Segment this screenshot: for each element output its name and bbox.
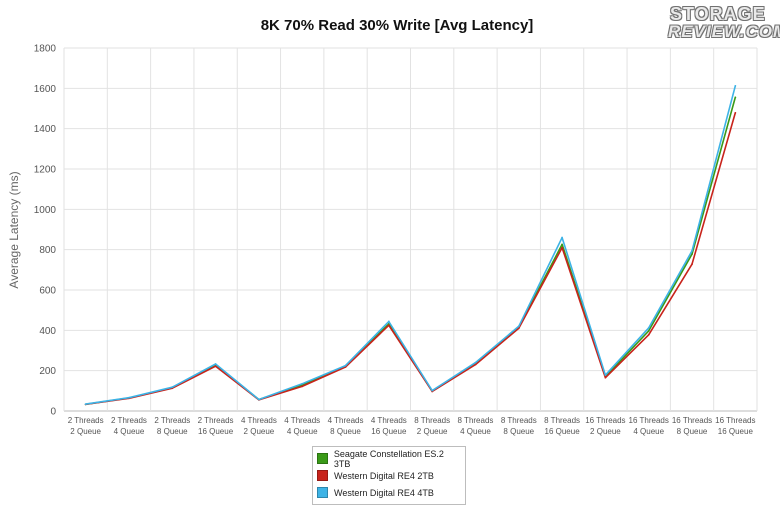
chart-legend: Seagate Constellation ES.2 3TB Western D… xyxy=(312,446,466,505)
x-tick-label-queue: 2 Queue xyxy=(244,427,275,436)
x-tick-label-queue: 4 Queue xyxy=(114,427,145,436)
x-tick-label-queue: 16 Queue xyxy=(198,427,234,436)
y-tick-label: 1600 xyxy=(34,84,57,95)
series-lines xyxy=(84,85,737,406)
data-point xyxy=(214,363,217,365)
data-point xyxy=(171,386,174,389)
data-point xyxy=(691,253,693,256)
x-tick-label-threads: 16 Threads xyxy=(585,416,625,425)
data-point xyxy=(474,363,477,366)
x-tick-label-threads: 2 Threads xyxy=(111,416,147,425)
x-tick-label-threads: 8 Threads xyxy=(414,416,450,425)
legend-item-wd-re4-2tb: Western Digital RE4 2TB xyxy=(317,467,461,484)
data-point xyxy=(387,320,390,323)
x-tick-label-queue: 2 Queue xyxy=(417,427,448,436)
x-tick-label-threads: 4 Threads xyxy=(241,416,277,425)
data-point xyxy=(647,333,650,336)
x-tick-label-threads: 16 Threads xyxy=(672,416,712,425)
data-point xyxy=(691,249,693,252)
series-line-2 xyxy=(84,85,737,405)
y-tick-label: 1200 xyxy=(34,165,57,176)
data-point xyxy=(734,112,737,114)
x-tick-label-queue: 8 Queue xyxy=(677,427,708,436)
data-point xyxy=(258,398,260,401)
x-tick-label-threads: 16 Threads xyxy=(629,416,669,425)
x-tick-label-threads: 2 Threads xyxy=(68,416,104,425)
data-point xyxy=(387,324,390,327)
x-tick-label-threads: 4 Threads xyxy=(328,416,364,425)
x-tick-label-queue: 8 Queue xyxy=(503,427,534,436)
legend-label: Western Digital RE4 2TB xyxy=(334,470,434,481)
gridlines xyxy=(63,47,758,412)
x-tick-label-queue: 16 Queue xyxy=(545,427,581,436)
x-tick-label-threads: 4 Threads xyxy=(284,416,320,425)
x-tick-label-queue: 8 Queue xyxy=(330,427,361,436)
x-tick-label-queue: 8 Queue xyxy=(157,427,188,436)
data-point xyxy=(84,403,87,406)
data-point xyxy=(647,327,650,329)
data-point xyxy=(517,327,520,330)
data-point xyxy=(474,361,477,364)
y-tick-label: 400 xyxy=(39,326,56,337)
y-axis-label: Average Latency (ms) xyxy=(7,171,21,288)
x-tick-label-threads: 16 Threads xyxy=(715,416,755,425)
y-tick-label: 1800 xyxy=(34,44,57,55)
x-tick-label-queue: 4 Queue xyxy=(633,427,664,436)
legend-swatch xyxy=(317,453,328,464)
data-point xyxy=(214,365,217,368)
y-tick-label: 200 xyxy=(39,366,56,377)
data-point xyxy=(517,325,520,328)
y-tick-label: 1000 xyxy=(34,205,57,216)
data-point xyxy=(604,374,607,377)
legend-item-seagate-es2-3tb: Seagate Constellation ES.2 3TB xyxy=(317,448,461,469)
data-point xyxy=(734,85,737,87)
logo-line-2: REVIEW.COM xyxy=(668,22,780,41)
legend-label: Western Digital RE4 4TB xyxy=(334,487,434,498)
data-point xyxy=(301,382,304,385)
storagereview-logo: STORAGE REVIEW.COM xyxy=(664,4,780,44)
data-point xyxy=(647,330,650,332)
x-tick-label-threads: 8 Threads xyxy=(501,416,537,425)
y-axis-ticks: 0 200 400 600 800 1000 1200 1400 1600 1800 xyxy=(34,44,57,418)
y-tick-label: 1400 xyxy=(34,124,57,135)
x-tick-label-threads: 8 Threads xyxy=(458,416,494,425)
legend-label: Seagate Constellation ES.2 3TB xyxy=(333,448,444,469)
x-tick-label-queue: 16 Queue xyxy=(371,427,407,436)
x-tick-label-queue: 16 Queue xyxy=(718,427,754,436)
x-tick-label-queue: 4 Queue xyxy=(287,427,318,436)
data-point xyxy=(691,263,693,266)
legend-item-wd-re4-4tb: Western Digital RE4 4TB xyxy=(317,484,461,501)
data-point xyxy=(431,389,434,392)
data-point xyxy=(604,376,607,379)
y-tick-label: 800 xyxy=(39,245,56,256)
data-point xyxy=(734,96,737,99)
data-point xyxy=(301,385,304,388)
legend-swatch xyxy=(317,487,328,498)
data-point xyxy=(128,396,130,399)
x-tick-label-queue: 4 Queue xyxy=(460,427,491,436)
chart-title: 8K 70% Read 30% Write [Avg Latency] xyxy=(261,17,534,34)
x-tick-label-threads: 2 Threads xyxy=(154,416,190,425)
x-tick-label-threads: 2 Threads xyxy=(198,416,234,425)
legend-swatch xyxy=(317,470,328,481)
x-tick-label-threads: 8 Threads xyxy=(544,416,580,425)
data-point xyxy=(561,243,563,246)
x-tick-label-threads: 4 Threads xyxy=(371,416,407,425)
x-tick-label-queue: 2 Queue xyxy=(70,427,101,436)
data-point xyxy=(561,236,563,239)
series-line-1 xyxy=(84,112,737,406)
y-tick-label: 600 xyxy=(39,286,56,297)
y-tick-label: 0 xyxy=(50,407,56,418)
x-tick-label-queue: 2 Queue xyxy=(590,427,621,436)
data-point xyxy=(561,246,563,249)
data-point xyxy=(344,364,347,367)
x-axis-ticks: 2 Threads 2 Queue 2 Threads 4 Queue 2 Thread… xyxy=(68,416,756,436)
logo-line-1: STORAGE xyxy=(670,4,766,24)
